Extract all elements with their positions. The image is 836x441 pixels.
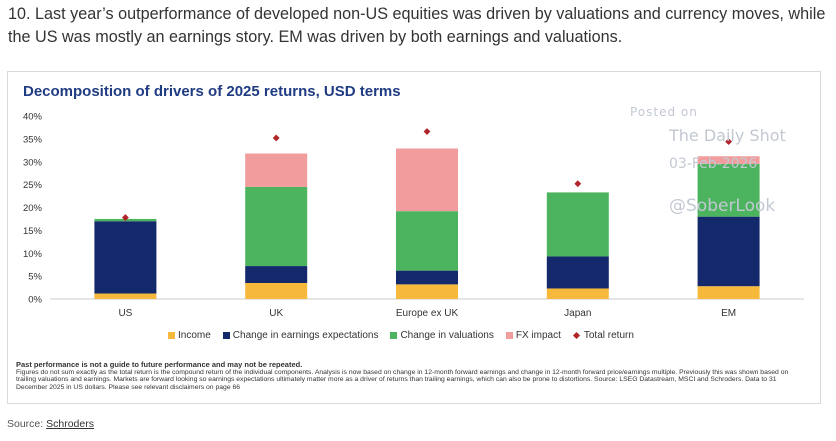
legend-label-fx: FX impact	[515, 330, 561, 341]
legend-label-total-return: Total return	[583, 330, 634, 341]
total-return-marker	[574, 180, 582, 188]
y-tick-label: 5%	[28, 272, 42, 283]
bar-segment	[396, 148, 458, 212]
watermark-handle: @SoberLook	[669, 196, 776, 216]
bar-segment	[697, 164, 760, 217]
total-return-marker	[423, 128, 431, 135]
x-tick-label: Europe ex UK	[396, 308, 459, 319]
bar-segment	[245, 153, 308, 187]
y-tick-label: 10%	[23, 249, 43, 260]
bar-segment	[396, 270, 458, 285]
source-label: Source:	[7, 418, 44, 430]
bar-segment	[697, 286, 760, 299]
source-link[interactable]: Schroders	[46, 418, 94, 430]
y-tick-label: 25%	[23, 180, 43, 191]
legend-swatch-valuations	[390, 332, 398, 339]
bar-segment	[546, 288, 609, 299]
legend-label-earnings: Change in earnings expectations	[232, 330, 379, 341]
watermark-site: The Daily Shot	[669, 126, 786, 145]
x-tick-label: US	[118, 308, 132, 319]
y-tick-label: 20%	[23, 203, 43, 214]
legend-swatch-earnings	[222, 332, 230, 339]
total-return-marker	[725, 138, 732, 146]
bar-segment	[245, 282, 308, 299]
bar-segment	[94, 293, 157, 299]
legend-item-income: Income	[168, 330, 211, 341]
bar-segment	[245, 266, 308, 283]
disclaimer-bold: Past performance is not a guide to futur…	[16, 360, 303, 369]
y-tick-label: 0%	[28, 295, 42, 306]
disclaimer-text: Figures do not sum exactly as the total …	[16, 368, 789, 391]
y-tick-label: 40%	[23, 112, 43, 123]
bar-segment	[245, 186, 308, 267]
legend-item-valuations: Change in valuations	[390, 330, 494, 341]
bar-segment	[546, 192, 609, 257]
y-tick-label: 15%	[23, 226, 43, 237]
headline: 10. Last year’s outperformance of develo…	[8, 5, 826, 46]
legend-item-total-return: Total return	[572, 330, 634, 341]
watermark-posted-on: Posted on	[630, 105, 698, 119]
bar-segment	[396, 284, 458, 299]
legend-swatch-fx	[505, 332, 513, 339]
legend-item-earnings: Change in earnings expectations	[222, 330, 379, 341]
bar-segment	[546, 256, 609, 289]
x-tick-label: EM	[721, 308, 736, 319]
chart-legend: Income Change in earnings expectations C…	[168, 330, 646, 341]
legend-item-fx: FX impact	[505, 330, 561, 341]
watermark-date: 03-Feb-2026	[669, 156, 758, 172]
legend-marker-total-return	[572, 331, 580, 340]
disclaimer: Past performance is not a guide to futur…	[16, 361, 806, 391]
legend-label-income: Income	[178, 330, 211, 341]
bar-segment	[94, 221, 157, 294]
total-return-marker	[272, 134, 280, 142]
bar-segment	[396, 211, 458, 271]
legend-label-valuations: Change in valuations	[400, 330, 494, 341]
source-line: Source: Schroders	[7, 418, 94, 430]
chart-container: Decomposition of drivers of 2025 returns…	[7, 71, 821, 404]
chart-title: Decomposition of drivers of 2025 returns…	[23, 83, 401, 100]
x-tick-label: Japan	[564, 308, 591, 319]
chart-plot: 0% 5% 10% 15% 20% 25% 30% 35% 40% US UK Europe ex U…	[23, 112, 804, 319]
x-tick-label: UK	[269, 308, 283, 319]
legend-swatch-income	[168, 332, 175, 339]
bar-segment	[697, 156, 760, 165]
y-tick-label: 30%	[23, 157, 43, 168]
y-tick-label: 35%	[23, 134, 43, 145]
bar-segment	[697, 216, 760, 287]
total-return-marker	[122, 214, 129, 221]
